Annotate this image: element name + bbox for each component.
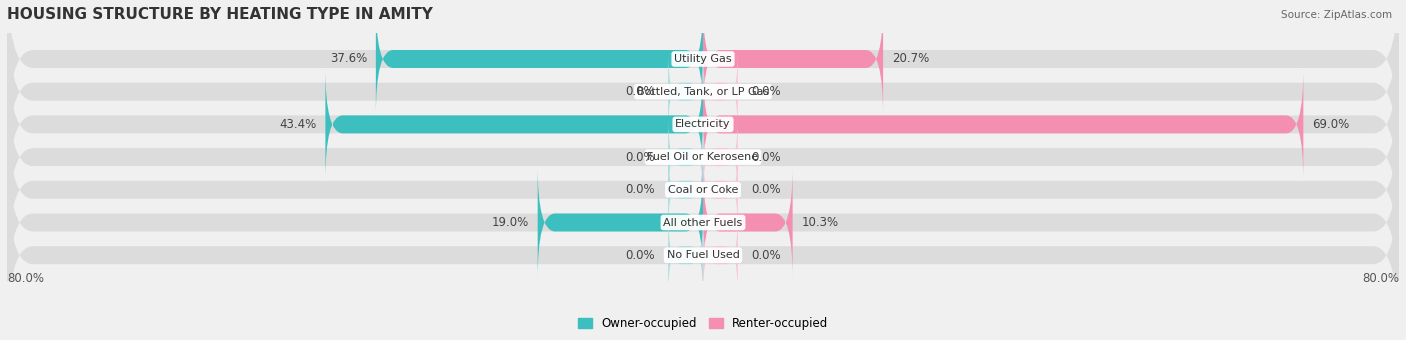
Text: 0.0%: 0.0%: [751, 249, 780, 262]
Text: HOUSING STRUCTURE BY HEATING TYPE IN AMITY: HOUSING STRUCTURE BY HEATING TYPE IN AMI…: [7, 7, 433, 22]
Text: 0.0%: 0.0%: [751, 183, 780, 196]
Text: 37.6%: 37.6%: [330, 52, 367, 66]
Text: Electricity: Electricity: [675, 119, 731, 130]
FancyBboxPatch shape: [703, 166, 793, 279]
FancyBboxPatch shape: [703, 68, 1303, 181]
FancyBboxPatch shape: [703, 215, 738, 295]
FancyBboxPatch shape: [7, 101, 1399, 279]
FancyBboxPatch shape: [7, 68, 1399, 246]
FancyBboxPatch shape: [7, 3, 1399, 181]
FancyBboxPatch shape: [668, 52, 703, 132]
Text: 43.4%: 43.4%: [280, 118, 316, 131]
Text: 69.0%: 69.0%: [1312, 118, 1350, 131]
FancyBboxPatch shape: [537, 166, 703, 279]
Text: 80.0%: 80.0%: [7, 272, 44, 285]
FancyBboxPatch shape: [703, 150, 738, 230]
Text: 19.0%: 19.0%: [492, 216, 529, 229]
FancyBboxPatch shape: [703, 3, 883, 115]
FancyBboxPatch shape: [325, 68, 703, 181]
FancyBboxPatch shape: [7, 133, 1399, 312]
Text: 10.3%: 10.3%: [801, 216, 838, 229]
Text: 80.0%: 80.0%: [1362, 272, 1399, 285]
Text: No Fuel Used: No Fuel Used: [666, 250, 740, 260]
Text: 0.0%: 0.0%: [751, 151, 780, 164]
Text: 20.7%: 20.7%: [891, 52, 929, 66]
Text: 0.0%: 0.0%: [626, 183, 655, 196]
Text: Utility Gas: Utility Gas: [675, 54, 731, 64]
Legend: Owner-occupied, Renter-occupied: Owner-occupied, Renter-occupied: [578, 317, 828, 330]
FancyBboxPatch shape: [375, 3, 703, 115]
FancyBboxPatch shape: [668, 117, 703, 197]
FancyBboxPatch shape: [703, 117, 738, 197]
Text: Coal or Coke: Coal or Coke: [668, 185, 738, 195]
FancyBboxPatch shape: [7, 35, 1399, 214]
Text: 0.0%: 0.0%: [626, 249, 655, 262]
FancyBboxPatch shape: [7, 0, 1399, 148]
Text: 0.0%: 0.0%: [751, 85, 780, 98]
FancyBboxPatch shape: [668, 150, 703, 230]
FancyBboxPatch shape: [703, 52, 738, 132]
Text: All other Fuels: All other Fuels: [664, 218, 742, 227]
Text: Bottled, Tank, or LP Gas: Bottled, Tank, or LP Gas: [637, 87, 769, 97]
Text: Source: ZipAtlas.com: Source: ZipAtlas.com: [1281, 10, 1392, 20]
Text: 0.0%: 0.0%: [626, 85, 655, 98]
FancyBboxPatch shape: [7, 166, 1399, 340]
Text: 0.0%: 0.0%: [626, 151, 655, 164]
Text: Fuel Oil or Kerosene: Fuel Oil or Kerosene: [647, 152, 759, 162]
FancyBboxPatch shape: [668, 215, 703, 295]
